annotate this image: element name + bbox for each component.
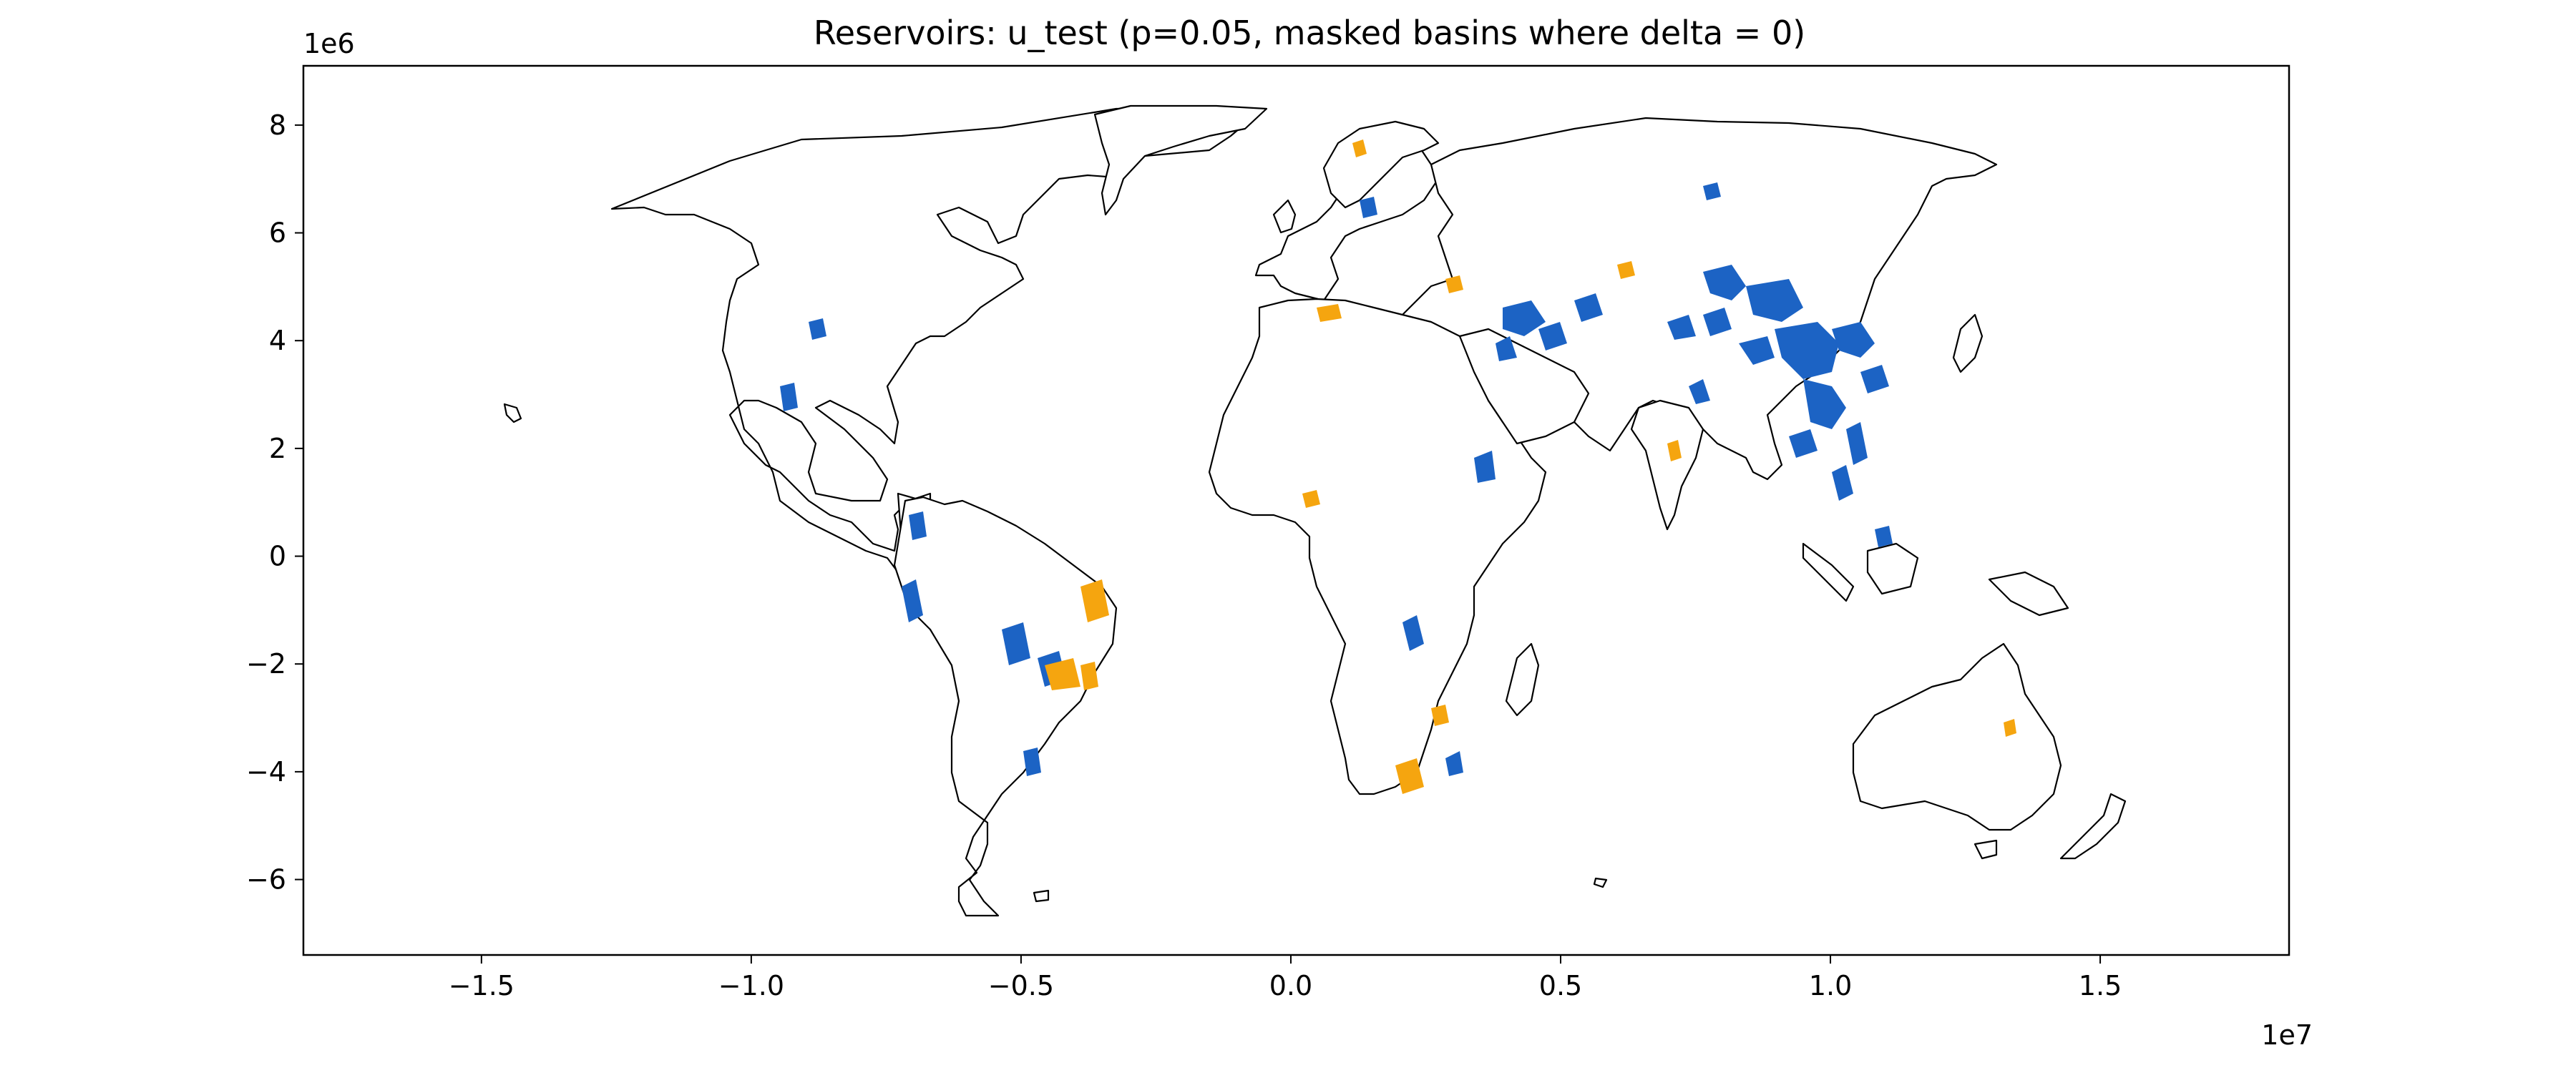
basin-patch (1045, 658, 1080, 690)
basin-patch (1317, 304, 1342, 322)
basin-patch (1496, 336, 1517, 361)
north-america (610, 107, 1264, 574)
australia (1852, 642, 2062, 831)
greenland (1093, 104, 1268, 216)
basin-patch (2004, 719, 2016, 737)
basin-patch (1080, 579, 1109, 622)
basin-patch (1832, 465, 1853, 501)
basin-patch (1746, 279, 1803, 322)
y-tick-label: −4 (246, 756, 286, 788)
y-tick-label: −6 (246, 864, 286, 896)
kerguelen (1593, 877, 1608, 888)
basin-patch (1775, 322, 1839, 379)
south-america-main (893, 496, 1118, 917)
basin-patch (1402, 615, 1424, 651)
uk (1272, 199, 1297, 234)
basin-patch (1667, 440, 1682, 461)
falklands (1033, 889, 1050, 903)
basin-patch (1703, 308, 1732, 336)
basin-patch (1875, 526, 1893, 547)
x-tick-label: −1.5 (449, 970, 514, 1001)
madagascar (1505, 642, 1540, 717)
basin-patch (1574, 293, 1603, 322)
basin-patch (1302, 490, 1320, 508)
basin-patch (780, 383, 798, 411)
hawaii (503, 403, 522, 423)
basin-patch (1803, 379, 1846, 429)
y-tick-label: 4 (269, 325, 286, 356)
y-tick-label: 2 (269, 433, 286, 464)
x-axis-ticks: −1.5 −1.0 −0.5 0.0 0.5 1.0 1.5 (449, 955, 2122, 1001)
plot-frame (302, 64, 2290, 956)
basin-patch (902, 579, 923, 622)
basin-patch (1789, 429, 1818, 458)
basin-patch (1474, 451, 1496, 483)
basin-patch (809, 318, 826, 340)
x-tick-label: −1.0 (718, 970, 784, 1001)
x-offset-label: 1e7 (2261, 1019, 2313, 1051)
basin-patches-blue (780, 182, 1893, 776)
sumatra (1802, 542, 1855, 602)
basin-patch (1832, 322, 1875, 358)
basin-patch (1739, 336, 1775, 365)
basin-patch (1023, 748, 1041, 776)
borneo (1866, 542, 1919, 595)
y-offset-label: 1e6 (303, 28, 355, 59)
x-tick-label: 1.0 (1809, 970, 1852, 1001)
new-zealand (2059, 793, 2127, 860)
japan (1952, 313, 1984, 373)
arabia (1458, 328, 1590, 445)
basin-patch (909, 511, 927, 540)
basin-patch (1431, 705, 1449, 726)
basin-patch (1360, 197, 1377, 218)
y-tick-label: −2 (246, 648, 286, 680)
basin-patch (1689, 379, 1710, 404)
x-tick-label: 0.0 (1269, 970, 1312, 1001)
basin-patch (1846, 422, 1868, 465)
basin-patch (1667, 315, 1696, 340)
india (1630, 399, 1704, 531)
x-tick-label: −0.5 (988, 970, 1054, 1001)
basin-patch (1080, 662, 1098, 690)
basin-patch (1703, 182, 1721, 200)
y-tick-label: 0 (269, 541, 286, 572)
x-tick-label: 0.5 (1539, 970, 1582, 1001)
basin-patches-orange (1045, 139, 2016, 794)
land-outlines (503, 104, 2127, 917)
basin-patch (1617, 261, 1635, 279)
basin-patch (1002, 622, 1030, 665)
basin-patch (1445, 751, 1463, 776)
basin-patch (1445, 275, 1463, 293)
tasmania (1974, 839, 1998, 860)
y-axis-ticks: 8 6 4 2 0 −2 −4 −6 (246, 109, 303, 896)
y-tick-label: 6 (269, 217, 286, 249)
new-guinea (1988, 571, 2069, 617)
x-tick-label: 1.5 (2079, 970, 2122, 1001)
basin-patch (1538, 322, 1567, 351)
basin-patch (1860, 365, 1889, 393)
basin-patch (1352, 139, 1367, 157)
basin-patch (1703, 265, 1746, 300)
basin-patch (1395, 758, 1424, 794)
basin-patch (1503, 300, 1546, 336)
chart-title: Reservoirs: u_test (p=0.05, masked basin… (814, 14, 1805, 52)
y-tick-label: 8 (269, 109, 286, 141)
